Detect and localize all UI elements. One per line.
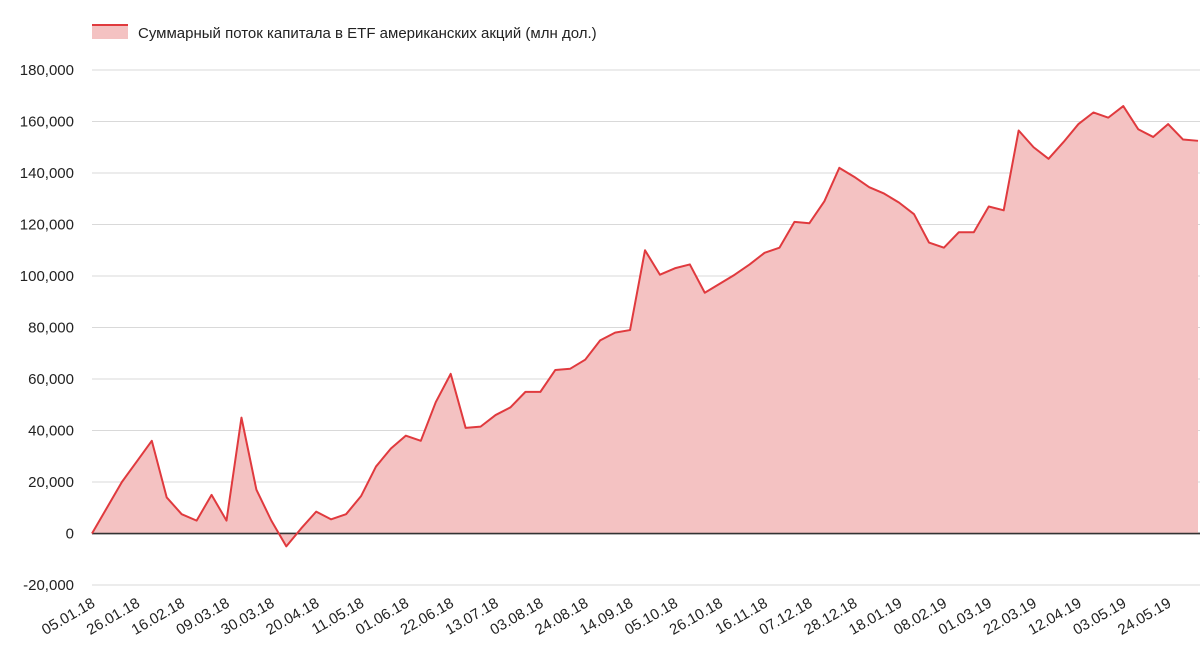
y-tick-label: 160,000 [20,114,74,131]
y-tick-label: 60,000 [28,371,74,388]
x-axis: 05.01.1826.01.1816.02.1809.03.1830.03.18… [39,595,1174,639]
y-tick-label: 0 [66,526,74,543]
y-tick-label: 120,000 [20,217,74,234]
y-tick-label: 80,000 [28,320,74,337]
y-tick-label: 40,000 [28,423,74,440]
y-tick-label: -20,000 [23,577,74,594]
series-area [92,106,1198,547]
legend-label: Суммарный поток капитала в ETF американс… [138,25,597,42]
area-layer [91,105,1200,548]
legend: Суммарный поток капитала в ETF американс… [92,24,597,42]
y-tick-label: 20,000 [28,474,74,491]
y-axis: -20,000 0 20,000 40,000 60,000 80,000 100,000 1… [20,62,74,594]
series-line [91,105,1199,548]
y-tick-label: 100,000 [20,268,74,285]
y-tick-label: 180,000 [20,62,74,79]
y-tick-label: 140,000 [20,165,74,182]
legend-swatch-fill [92,25,128,39]
